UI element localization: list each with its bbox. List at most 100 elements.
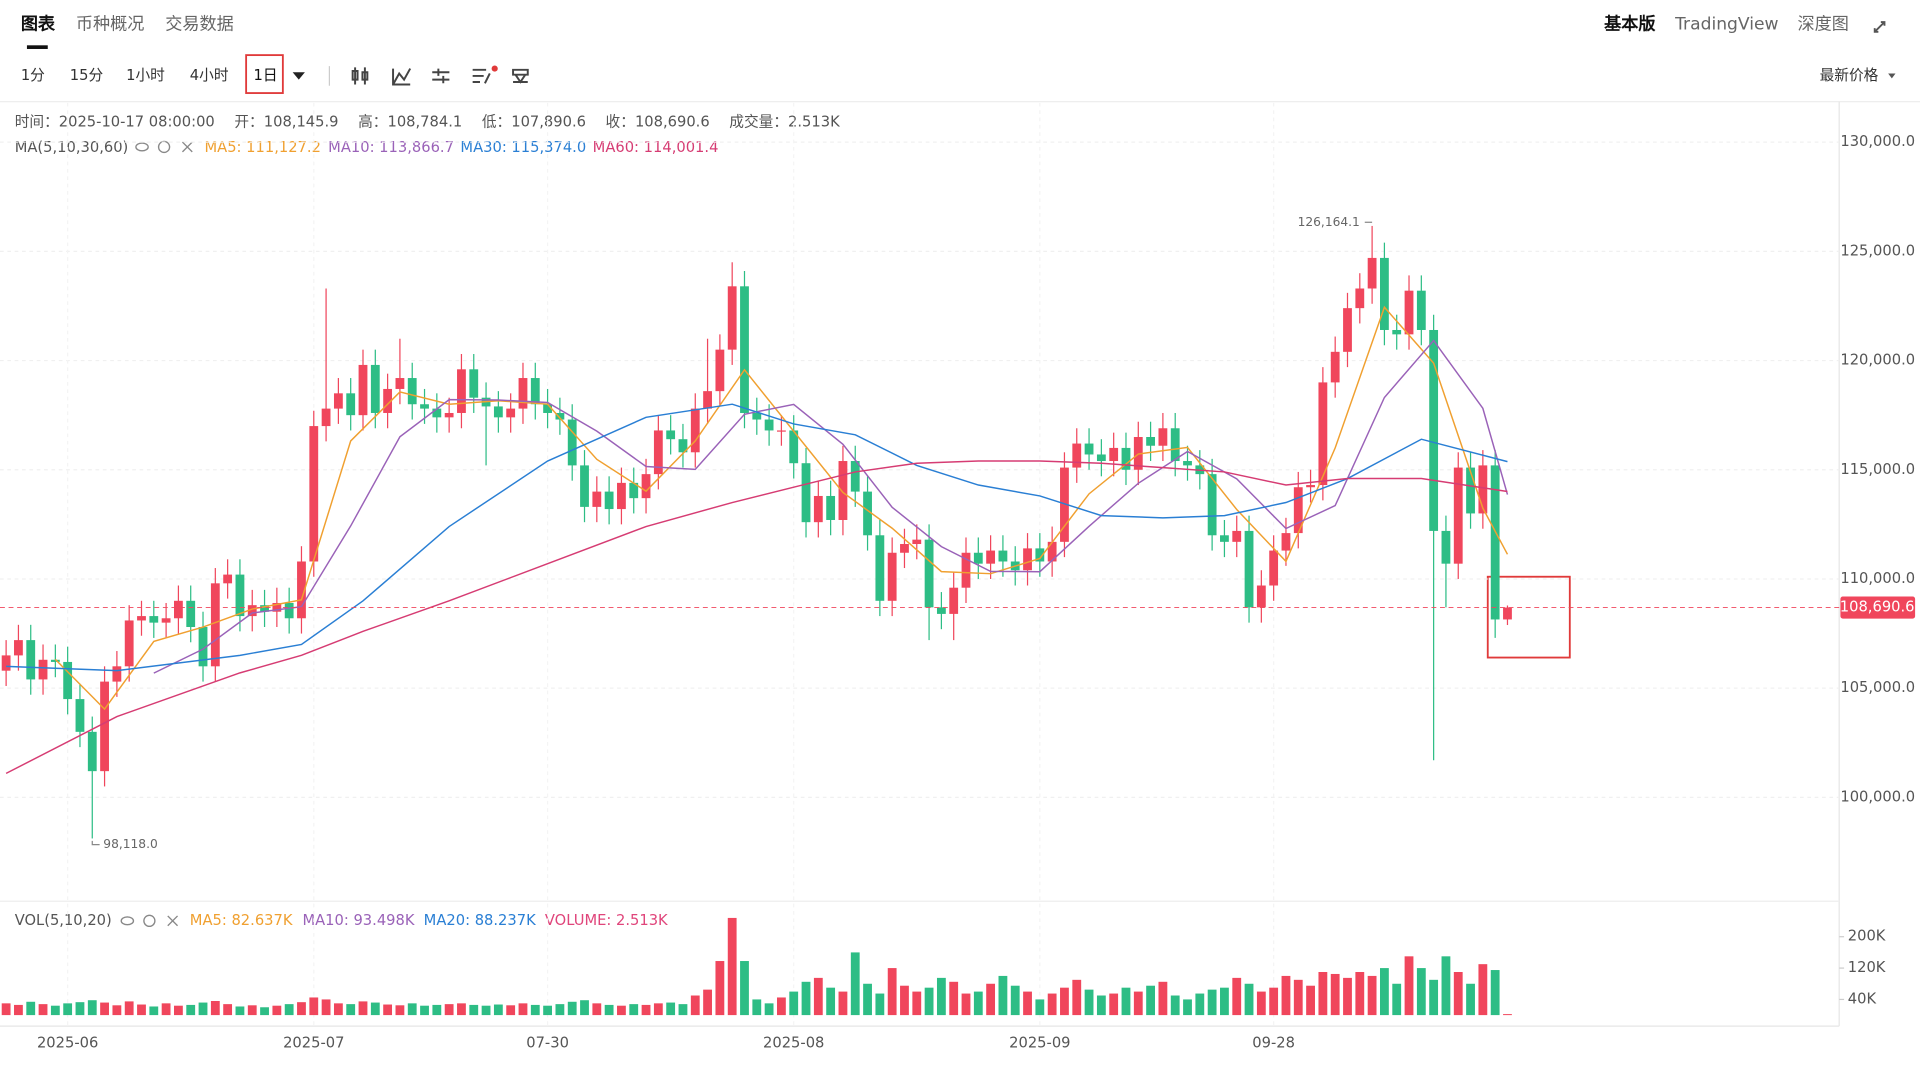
candle-body xyxy=(973,552,983,564)
candle-body xyxy=(518,378,528,409)
view-mode[interactable]: 基本版 xyxy=(1604,13,1656,34)
volume-bar xyxy=(1,1003,11,1016)
y-tick-label: 40K xyxy=(1848,990,1877,1007)
settings-icon[interactable] xyxy=(157,140,171,154)
candle-body xyxy=(383,388,393,413)
candle-body xyxy=(1355,288,1365,309)
candle-body xyxy=(75,699,85,732)
y-tick-label: 110,000.0 xyxy=(1840,570,1915,587)
volume-bar xyxy=(604,1004,614,1016)
volume-bar xyxy=(1084,989,1094,1016)
volume-bar xyxy=(1035,999,1045,1016)
candle-body xyxy=(838,461,848,520)
close-icon[interactable] xyxy=(167,915,179,927)
volume-bar xyxy=(247,1005,257,1016)
view-mode[interactable]: TradingView xyxy=(1674,14,1778,34)
legend-icons xyxy=(120,140,193,927)
candle-body xyxy=(1,655,11,671)
badge xyxy=(491,65,498,72)
volume-bar xyxy=(1503,1014,1512,1016)
interval[interactable]: 1小时 xyxy=(126,67,165,84)
candle-body xyxy=(1330,351,1340,383)
candle-body xyxy=(567,419,577,466)
volume-bar xyxy=(1195,993,1205,1016)
volume-bar xyxy=(1367,975,1377,1016)
dropdown-icon[interactable] xyxy=(1888,73,1896,79)
settings-icon[interactable] xyxy=(143,914,156,927)
price-type[interactable]: 最新价格 xyxy=(1820,67,1879,84)
volume-bar xyxy=(432,1004,442,1016)
eye-icon[interactable] xyxy=(135,142,149,152)
candle-icon[interactable] xyxy=(351,67,369,85)
x-tick-label: 2025-07 xyxy=(283,1034,344,1051)
volume-bar xyxy=(309,997,319,1016)
volume-bar xyxy=(1183,999,1192,1016)
candle-body xyxy=(678,439,688,453)
volume-bar xyxy=(1072,979,1082,1016)
legend-entry: MA10: 93.498K xyxy=(302,912,414,929)
candle-body xyxy=(924,539,934,608)
fullscreen-icon[interactable] xyxy=(1873,21,1886,33)
candle-body xyxy=(789,430,799,464)
y-tick-label: 120K xyxy=(1848,959,1886,976)
candle-body xyxy=(174,600,183,619)
volume-bar xyxy=(1256,991,1266,1016)
volume-bar xyxy=(1416,968,1426,1016)
volume-bar xyxy=(1060,987,1069,1016)
info-label: 时间： xyxy=(15,113,59,130)
candle-body xyxy=(50,659,60,662)
template-icon[interactable] xyxy=(512,68,529,84)
volume-bar xyxy=(1047,993,1057,1016)
y-tick-label: 120,000.0 xyxy=(1840,352,1915,369)
volume-bar xyxy=(936,977,946,1016)
candle-body xyxy=(198,627,208,667)
tab[interactable]: 交易数据 xyxy=(165,14,234,34)
volume-bar xyxy=(395,1005,405,1016)
volume-bar xyxy=(1441,956,1451,1016)
volume-bar xyxy=(727,917,737,1016)
volume-bar xyxy=(617,1005,626,1016)
candle-body xyxy=(592,491,602,507)
tool-icons xyxy=(351,67,529,86)
candle-body xyxy=(740,286,749,413)
interval[interactable]: 1日 xyxy=(253,67,277,84)
tab-underline xyxy=(26,45,48,49)
indicator-icon[interactable] xyxy=(392,68,412,86)
candle-body xyxy=(395,378,405,389)
volume-bar xyxy=(198,1002,208,1016)
tab[interactable]: 图表 xyxy=(21,13,56,34)
candle-body xyxy=(260,605,269,612)
volume-bar xyxy=(186,1004,196,1016)
candle-body xyxy=(370,364,380,413)
volume-bar xyxy=(764,1003,774,1016)
view-mode[interactable]: 深度图 xyxy=(1798,14,1849,34)
volume-bar xyxy=(444,1004,454,1016)
interval[interactable]: 4小时 xyxy=(190,67,229,84)
candle-body xyxy=(1293,487,1303,534)
draw-icon[interactable] xyxy=(472,68,491,84)
candle-body xyxy=(432,408,442,418)
volume-bar xyxy=(752,999,762,1016)
volume-bar xyxy=(26,1001,36,1016)
candle-body xyxy=(87,731,97,772)
volume-bar xyxy=(1109,993,1119,1016)
y-tick-label: 115,000.0 xyxy=(1840,461,1915,478)
volume-bar xyxy=(998,975,1008,1016)
interval[interactable]: 15分 xyxy=(70,67,104,84)
tab[interactable]: 币种概况 xyxy=(76,14,145,34)
dropdown-icon[interactable] xyxy=(292,72,305,80)
volume-bar xyxy=(297,1002,306,1016)
candle-body xyxy=(1047,541,1057,562)
candle-body xyxy=(617,482,626,510)
candle-body xyxy=(469,369,479,398)
interval[interactable]: 1分 xyxy=(21,67,45,84)
eye-icon[interactable] xyxy=(120,916,135,926)
volume-bar xyxy=(1281,975,1291,1016)
volume-bar xyxy=(223,1004,233,1016)
close-icon[interactable] xyxy=(181,141,193,153)
candle-body xyxy=(284,602,294,619)
volume-bar xyxy=(1330,973,1340,1016)
volume-bar xyxy=(137,1004,146,1016)
settings-icon[interactable] xyxy=(432,68,450,84)
max-label: 126,164.1 xyxy=(1298,215,1360,229)
